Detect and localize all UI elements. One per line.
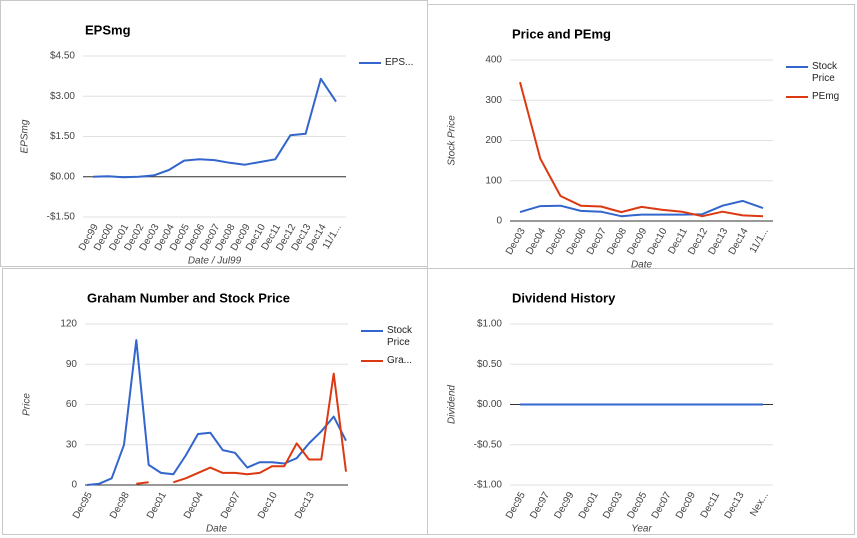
y-axis-label: Dividend: [447, 385, 458, 424]
x-axis-label: Year: [631, 524, 652, 535]
x-tick-label: Dec10: [646, 226, 670, 257]
x-tick-label: Dec05: [625, 490, 649, 521]
legend-entry: Stock Price: [387, 325, 413, 348]
legend-label: Stock Price: [387, 325, 413, 348]
x-tick-label: Nex...: [748, 490, 771, 518]
y-tick-label: -$1.00: [474, 480, 503, 491]
y-tick-label: $3.00: [50, 91, 75, 102]
legend-entry: Stock Price: [812, 61, 838, 84]
y-tick-label: $4.50: [50, 51, 75, 62]
y-tick-label: 30: [66, 439, 78, 450]
chart-panel: Graham Number and Stock Price Price Date 0 3…: [2, 268, 430, 535]
x-tick-label: Dec07: [650, 490, 674, 521]
chart-title: Graham Number and Stock Price: [87, 290, 290, 305]
y-tick-label: -$1.50: [47, 212, 76, 223]
x-tick-label: Dec98: [108, 490, 132, 521]
chart-title: Price and PEmg: [512, 26, 611, 41]
x-tick-label: 11/1...: [748, 226, 771, 255]
series-line: [92, 77, 337, 179]
x-tick-label: Dec03: [601, 490, 625, 521]
legend-label: Gra...: [387, 355, 413, 366]
legend-entry: PEmg: [812, 91, 840, 102]
x-tick-label: Dec13: [293, 490, 317, 521]
series-line: [136, 372, 347, 485]
legend-label: EPS...: [385, 57, 414, 68]
series-line: [519, 199, 764, 218]
y-tick-label: 400: [485, 55, 502, 66]
chart-panel: Dividend History Dividend Year -$1.00 -$0.50…: [427, 268, 855, 535]
x-tick-label: Dec01: [145, 490, 169, 521]
x-tick-label: Dec09: [674, 490, 698, 521]
x-axis-label: Date / Jul99: [188, 256, 242, 267]
x-tick-label: Dec14: [727, 226, 751, 257]
x-tick-label: Dec10: [256, 490, 280, 521]
series-line: [86, 339, 347, 486]
x-axis-label: Date: [631, 260, 653, 271]
y-tick-label: $0.50: [477, 359, 502, 370]
y-tick-label: $0.00: [50, 171, 75, 182]
y-tick-label: 300: [485, 95, 502, 106]
y-axis-label: EPSmg: [20, 119, 31, 153]
x-axis-label: Date: [206, 524, 228, 535]
y-tick-label: $1.00: [477, 319, 502, 330]
legend-entry: Gra...: [387, 355, 413, 366]
x-tick-label: Dec99: [553, 490, 577, 521]
y-tick-label: 60: [66, 399, 78, 410]
chart-panel: Price and PEmg Stock Price Date 0 100 200 300 4…: [427, 4, 855, 271]
y-tick-label: -$0.50: [474, 439, 503, 450]
y-tick-label: 90: [66, 359, 78, 370]
y-tick-label: 120: [60, 319, 77, 330]
legend-label: Stock Price: [812, 61, 838, 84]
chart-panel: EPSmg EPSmg Date / Jul99 -$1.50 $0.00 $1.50 $3…: [0, 0, 428, 267]
x-tick-label: Dec95: [504, 490, 528, 521]
y-axis-label: Price: [22, 393, 33, 416]
y-tick-label: 200: [485, 135, 502, 146]
legend-label: PEmg: [812, 91, 840, 102]
y-tick-label: $0.00: [477, 399, 502, 410]
y-tick-label: 0: [71, 480, 77, 491]
x-tick-label: Dec04: [182, 490, 206, 521]
chart-title: EPSmg: [85, 22, 131, 37]
y-tick-label: 100: [485, 175, 502, 186]
y-tick-label: $1.50: [50, 131, 75, 142]
x-tick-label: Dec01: [577, 490, 601, 521]
y-tick-label: 0: [496, 216, 502, 227]
x-tick-label: Dec95: [71, 490, 95, 521]
series-line: [519, 81, 764, 218]
x-tick-label: Dec07: [219, 490, 243, 521]
x-tick-label: Dec97: [528, 490, 552, 521]
legend-entry: EPS...: [385, 57, 414, 68]
x-tick-label: Dec13: [723, 490, 747, 521]
chart-title: Dividend History: [512, 290, 616, 305]
y-axis-label: Stock Price: [447, 115, 458, 166]
x-tick-label: Dec11: [699, 490, 723, 520]
